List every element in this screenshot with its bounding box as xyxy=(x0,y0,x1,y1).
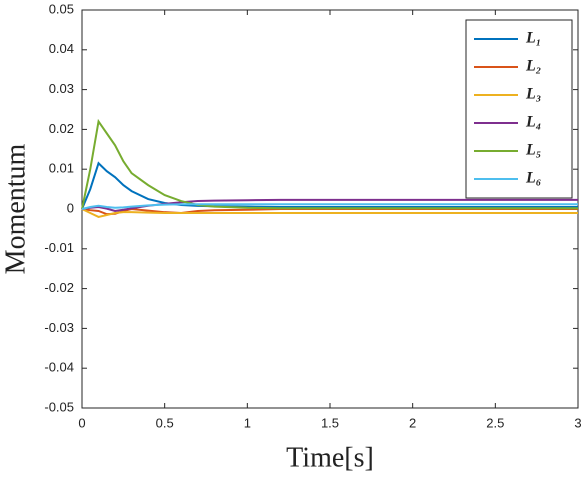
legend-label: L₅ xyxy=(525,142,541,159)
series-line xyxy=(81,198,578,213)
y-tick-label: -0.03 xyxy=(44,320,74,335)
series-line xyxy=(81,208,578,219)
y-tick-label: -0.02 xyxy=(44,280,74,295)
x-tick-label: 1.5 xyxy=(321,415,339,430)
x-tick-label: 0.5 xyxy=(156,415,174,430)
x-tick-label: 3 xyxy=(574,415,581,430)
x-tick-label: 2 xyxy=(409,415,416,430)
y-tick-label: -0.01 xyxy=(44,240,74,255)
y-tick-label: -0.04 xyxy=(44,360,74,375)
legend-label: L₂ xyxy=(525,58,541,75)
series-line xyxy=(81,118,578,210)
legend-label: L₄ xyxy=(525,114,541,131)
y-tick-label: -0.05 xyxy=(44,399,74,414)
y-tick-label: 0 xyxy=(67,200,74,215)
y-tick-label: 0.05 xyxy=(49,1,74,16)
legend-label: L₃ xyxy=(525,86,541,103)
x-tick-label: 1 xyxy=(244,415,251,430)
legend-label: L₆ xyxy=(525,170,541,187)
y-tick-label: 0.04 xyxy=(49,41,74,56)
x-axis-label: Time[s] xyxy=(286,442,374,473)
legend-box xyxy=(465,19,573,199)
y-tick-label: 0.02 xyxy=(49,121,74,136)
y-axis-label: Momentum xyxy=(0,143,31,274)
y-tick-label: 0.01 xyxy=(49,161,74,176)
y-tick-label: 0.03 xyxy=(49,81,74,96)
x-tick-label: 0 xyxy=(78,415,85,430)
legend-label: L₁ xyxy=(525,30,541,47)
series-line xyxy=(81,203,578,210)
x-tick-label: 2.5 xyxy=(486,415,504,430)
